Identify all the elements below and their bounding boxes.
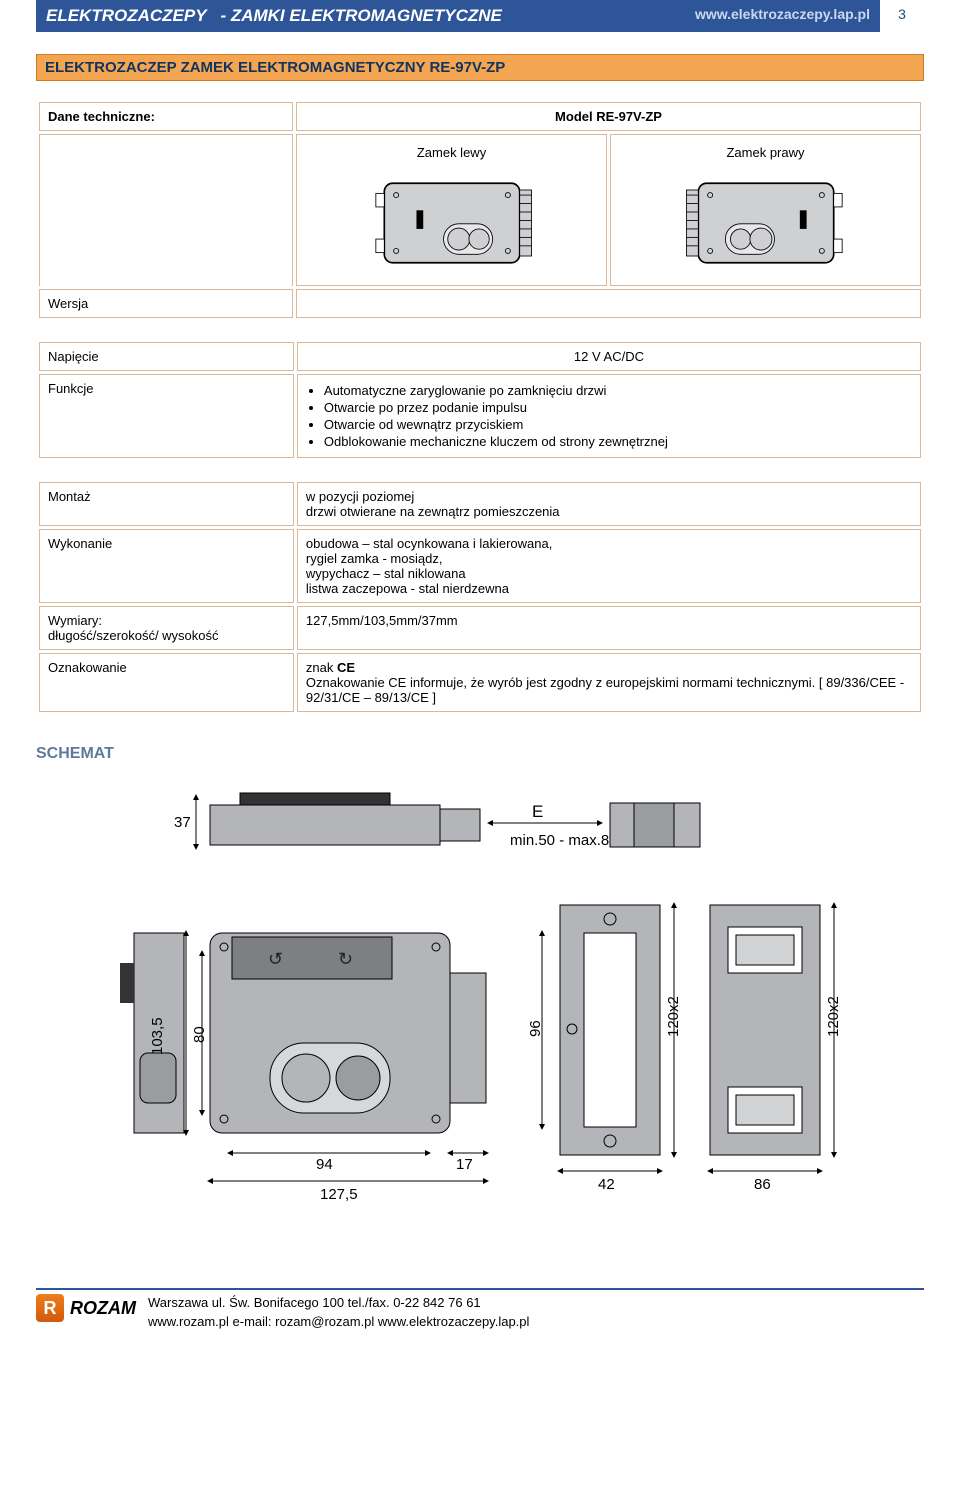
spec-table-head: Dane techniczne: Model RE-97V-ZP Zamek l… (36, 99, 924, 321)
svg-text:↺: ↺ (268, 949, 283, 969)
header-url: www.elektrozaczepy.lap.pl (685, 0, 880, 32)
header-title-a: ELEKTROZACZEPY (46, 6, 206, 25)
cell-data-label: Dane techniczne: (39, 102, 293, 131)
cell-version-label: Wersja (39, 289, 293, 318)
schemat-heading: SCHEMAT (36, 745, 924, 763)
dim-120x2a: 120x2 (665, 996, 682, 1037)
dim-E-range: min.50 - max.80 (510, 832, 618, 849)
cell-voltage-label: Napięcie (39, 342, 294, 371)
dim-37: 37 (174, 814, 191, 831)
logo-r-icon (36, 1294, 64, 1322)
cell-mount-value: w pozycji poziomej drzwi otwierane na ze… (297, 482, 921, 526)
cell-func-label: Funkcje (39, 374, 294, 458)
section-subheader: ELEKTROZACZEP ZAMEK ELEKTROMAGNETYCZNY R… (36, 54, 924, 81)
func-item: Otwarcie od wewnątrz przyciskiem (324, 417, 912, 432)
header-title: ELEKTROZACZEPY - ZAMKI ELEKTROMAGNETYCZN… (36, 0, 685, 32)
cell-make-label: Wykonanie (39, 529, 294, 603)
dim-1275: 127,5 (320, 1186, 358, 1203)
spec-table-mech: Montaż w pozycji poziomej drzwi otwieran… (36, 479, 924, 715)
footer-text: Warszawa ul. Św. Bonifacego 100 tel./fax… (148, 1294, 529, 1332)
dim-1035: 103,5 (149, 1017, 166, 1055)
front-view-icon: ↺ ↻ 103,5 80 94 17 (149, 933, 486, 1203)
cell-make-value: obudowa – stal ocynkowana i lakierowana,… (297, 529, 921, 603)
footer-line1: Warszawa ul. Św. Bonifacego 100 tel./fax… (148, 1295, 481, 1310)
lock-right-icon (681, 168, 851, 278)
dim-17: 17 (456, 1156, 473, 1173)
dim-86: 86 (754, 1176, 771, 1193)
cell-version-value (296, 289, 921, 318)
func-item: Otwarcie po przez podanie impulsu (324, 400, 912, 415)
dim-120x2b: 120x2 (825, 996, 842, 1037)
striker-front-icon: 96 120x2 42 (527, 905, 682, 1193)
page-header: ELEKTROZACZEPY - ZAMKI ELEKTROMAGNETYCZN… (36, 0, 924, 32)
footer-logo: ROZAM (36, 1294, 136, 1322)
header-title-b: - ZAMKI ELEKTROMAGNETYCZNE (220, 6, 501, 25)
func-item: Automatyczne zaryglowanie po zamknięciu … (324, 383, 912, 398)
top-view-icon: 37 E min.50 - max.80 (174, 793, 700, 849)
image-right-title: Zamek prawy (615, 145, 916, 160)
cell-image-right: Zamek prawy (610, 134, 921, 286)
page-footer: ROZAM Warszawa ul. Św. Bonifacego 100 te… (36, 1288, 924, 1332)
image-left-title: Zamek lewy (301, 145, 602, 160)
cell-dim-value: 127,5mm/103,5mm/37mm (297, 606, 921, 650)
page-number: 3 (880, 0, 924, 32)
dim-96: 96 (527, 1020, 544, 1037)
cell-data-model: Model RE-97V-ZP (296, 102, 921, 131)
cell-voltage-value: 12 V AC/DC (297, 342, 921, 371)
dim-42: 42 (598, 1176, 615, 1193)
cell-image-left: Zamek lewy (296, 134, 607, 286)
striker-side-icon: 120x2 86 (710, 905, 842, 1193)
dim-E: E (532, 802, 543, 821)
spec-table-elec: Napięcie 12 V AC/DC Funkcje Automatyczne… (36, 339, 924, 461)
footer-brand: ROZAM (70, 1298, 136, 1319)
dim-94: 94 (316, 1156, 333, 1173)
dim-80: 80 (191, 1026, 208, 1043)
footer-line2: www.rozam.pl e-mail: rozam@rozam.pl www.… (148, 1314, 529, 1329)
cell-empty (39, 134, 293, 286)
cell-dim-label: Wymiary: długość/szerokość/ wysokość (39, 606, 294, 650)
cell-mark-value: znak CE Oznakowanie CE informuje, że wyr… (297, 653, 921, 712)
schematic-diagram: 37 E min.50 - max.80 ↺ ↻ (36, 773, 924, 1248)
svg-text:↻: ↻ (338, 949, 353, 969)
cell-mount-label: Montaż (39, 482, 294, 526)
subheader-text: ELEKTROZACZEP ZAMEK ELEKTROMAGNETYCZNY R… (45, 59, 505, 76)
cell-func-value: Automatyczne zaryglowanie po zamknięciu … (297, 374, 921, 458)
cell-mark-label: Oznakowanie (39, 653, 294, 712)
lock-left-icon (367, 168, 537, 278)
func-item: Odblokowanie mechaniczne kluczem od stro… (324, 434, 912, 449)
